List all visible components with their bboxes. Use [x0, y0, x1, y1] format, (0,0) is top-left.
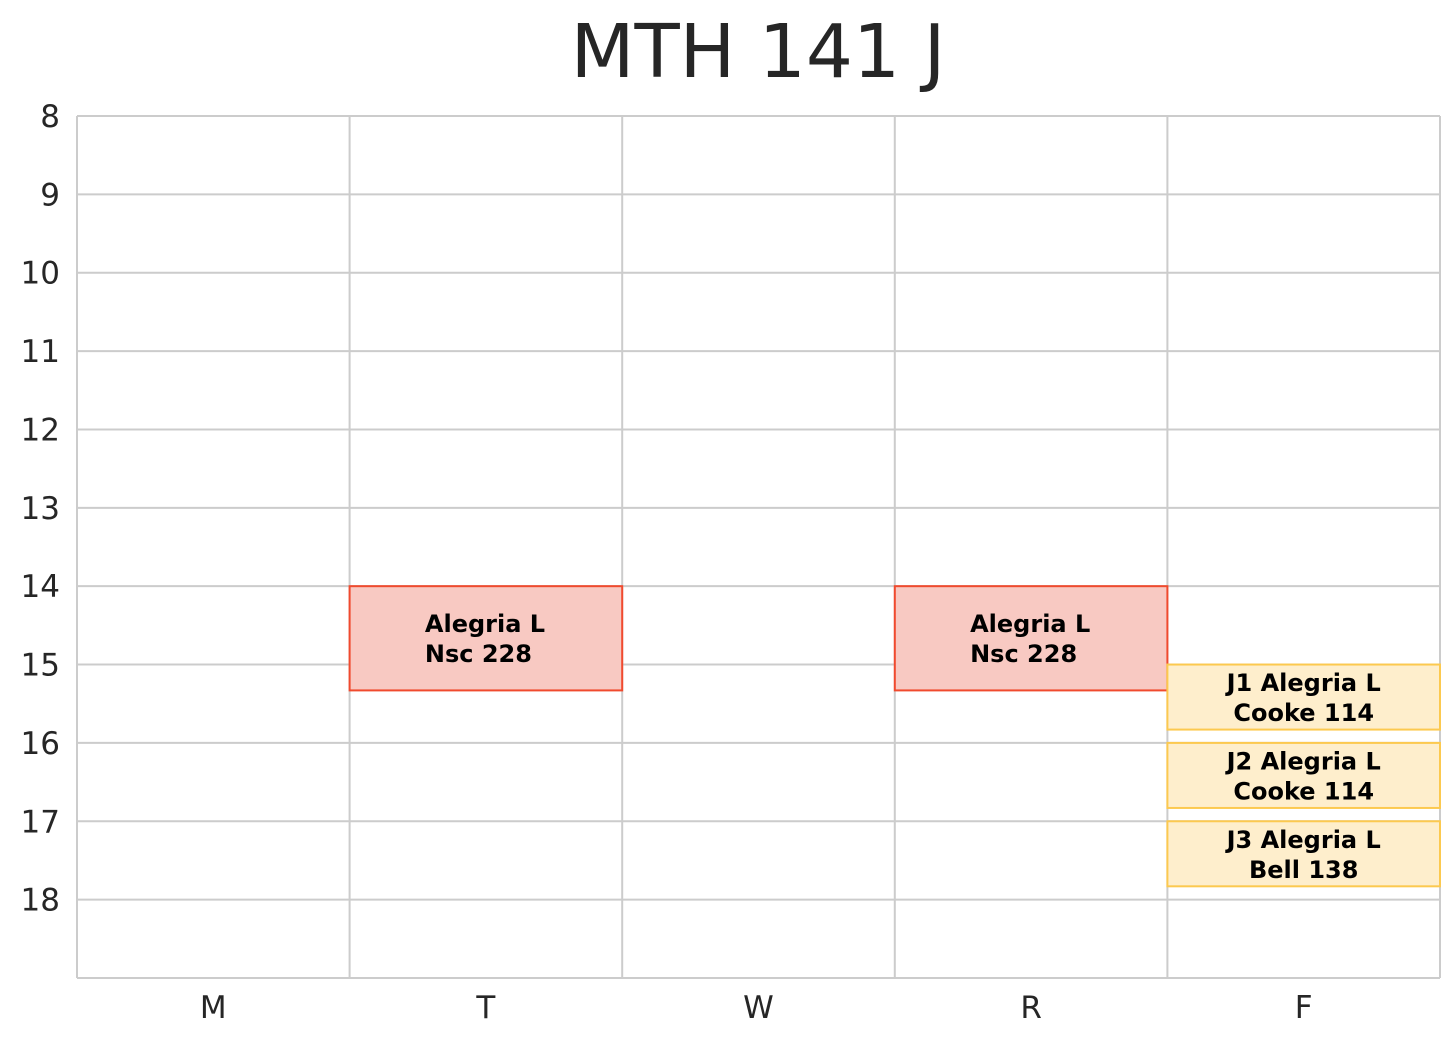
- y-tick-label: 15: [21, 648, 60, 684]
- event-label: Alegria L: [425, 610, 545, 638]
- x-tick-label: W: [743, 990, 774, 1026]
- y-tick-label: 17: [21, 804, 60, 840]
- event-label: Nsc 228: [425, 640, 532, 668]
- event-label: J1 Alegria L: [1225, 669, 1381, 697]
- y-tick-label: 11: [21, 334, 60, 370]
- event-label: Nsc 228: [970, 640, 1077, 668]
- event-label: Cooke 114: [1233, 699, 1374, 727]
- y-tick-label: 14: [21, 569, 60, 605]
- chart-title: MTH 141 J: [571, 9, 946, 95]
- y-tick-label: 16: [21, 726, 60, 762]
- event-label: J3 Alegria L: [1225, 826, 1381, 854]
- event-block: [348, 585, 624, 692]
- x-tick-label: T: [475, 990, 496, 1026]
- y-tick-label: 9: [40, 177, 60, 213]
- event-label: Alegria L: [970, 610, 1090, 638]
- event-block: [1166, 741, 1442, 809]
- event-label: Bell 138: [1249, 856, 1358, 884]
- event-block: [1166, 663, 1442, 731]
- tick-labels: 8 9 10 11 12 13 14 15 16 17 18 M T W R F: [21, 99, 1313, 1026]
- y-tick-label: 13: [21, 491, 60, 527]
- x-tick-label: M: [200, 990, 227, 1026]
- y-tick-label: 8: [40, 99, 60, 135]
- event-label: Cooke 114: [1233, 777, 1374, 805]
- event-block: [1166, 820, 1442, 888]
- y-tick-label: 10: [21, 256, 60, 292]
- y-tick-label: 18: [21, 883, 60, 919]
- event-block: [893, 585, 1169, 692]
- grid: [76, 115, 1441, 979]
- y-tick-label: 12: [21, 412, 60, 448]
- x-tick-label: R: [1020, 990, 1042, 1026]
- event-label: J2 Alegria L: [1225, 747, 1381, 775]
- x-tick-label: F: [1295, 990, 1313, 1026]
